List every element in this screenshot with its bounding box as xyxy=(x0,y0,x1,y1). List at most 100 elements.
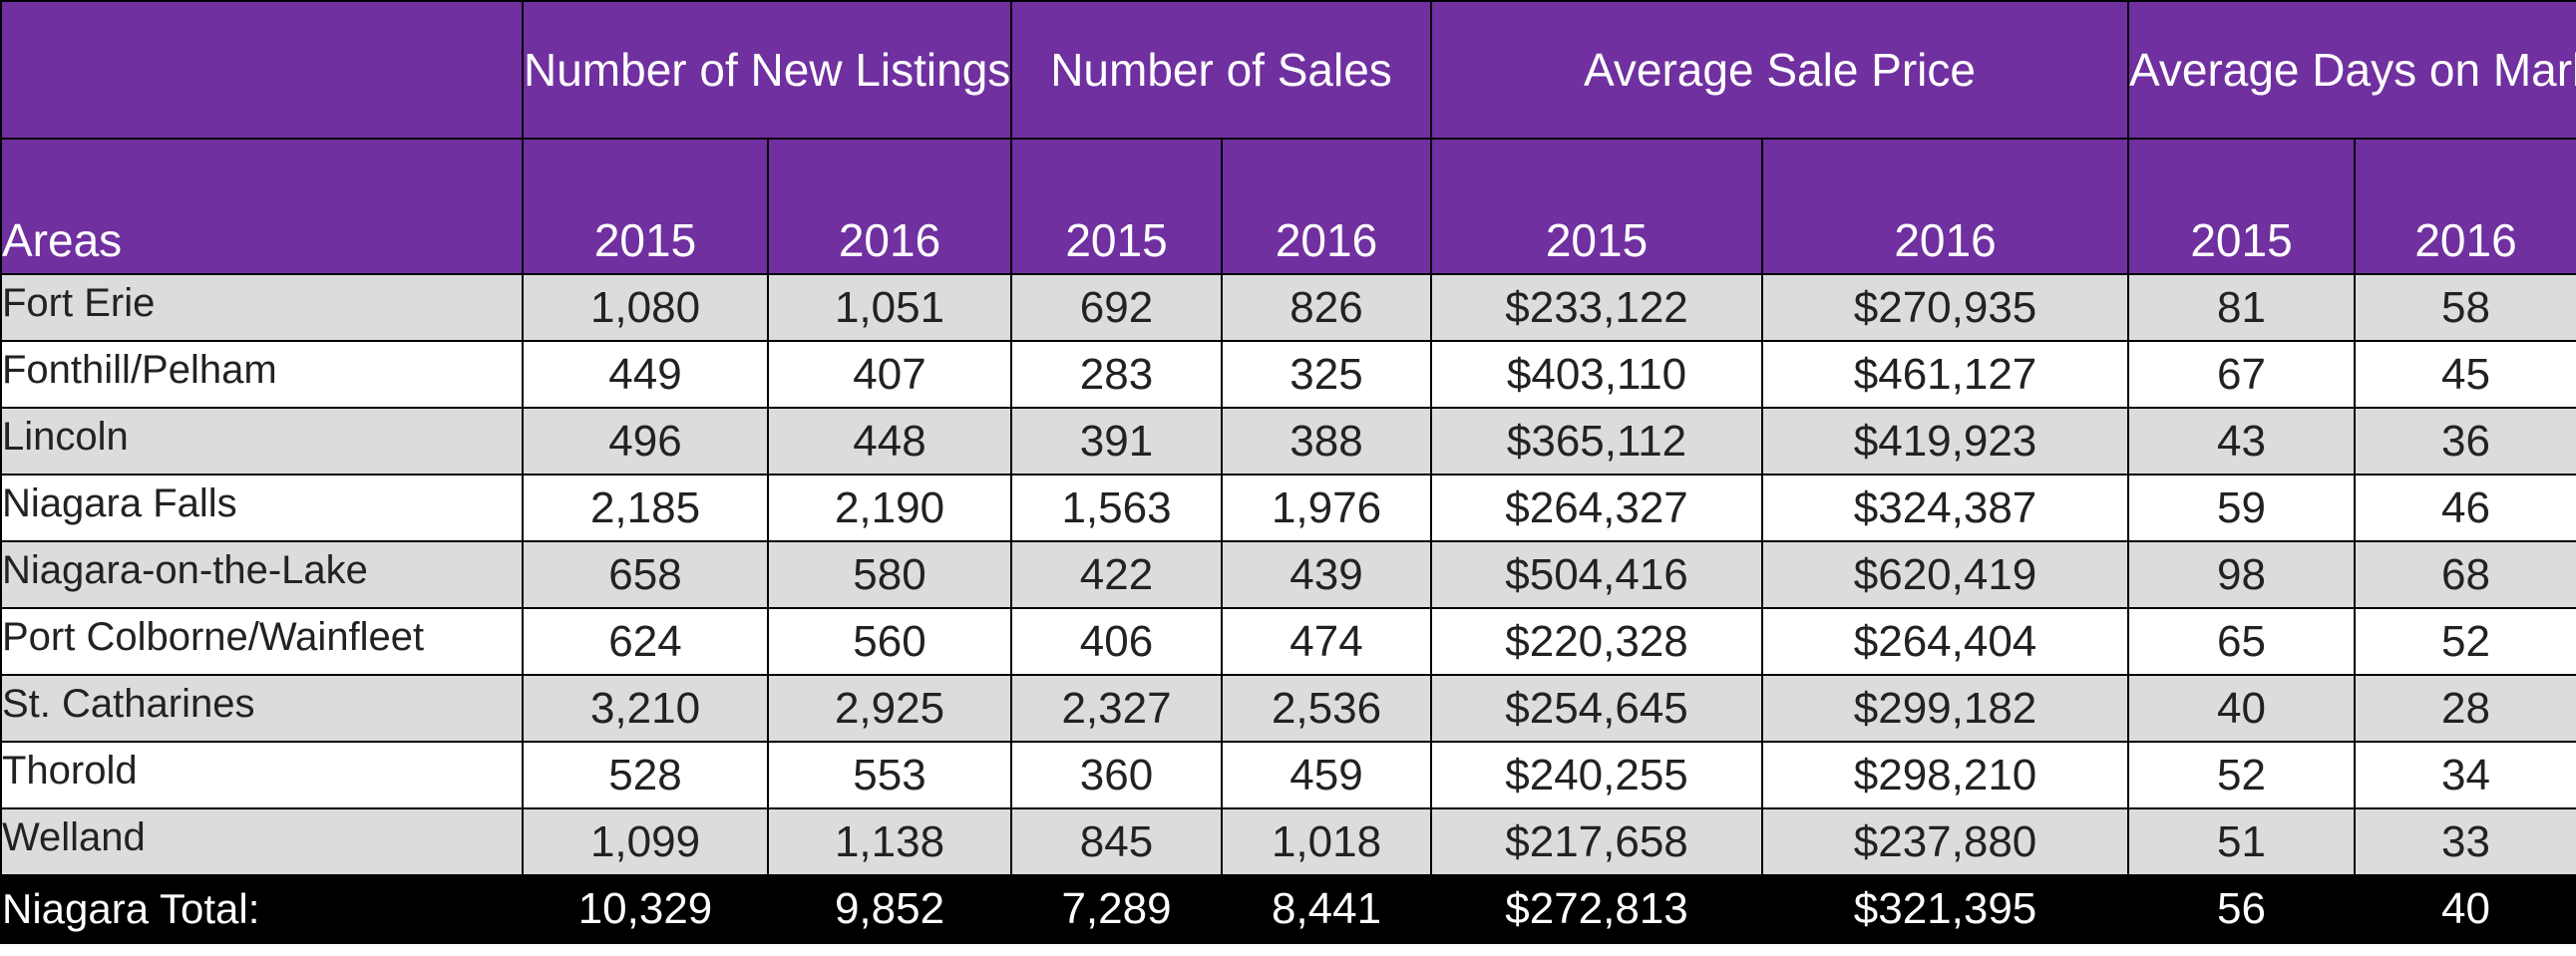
total-value-cell: 56 xyxy=(2127,874,2357,944)
value-cell: $403,110 xyxy=(1430,340,1764,409)
value-cell: 845 xyxy=(1010,807,1223,876)
header-year: 2015 xyxy=(2127,138,2357,275)
value-cell: 474 xyxy=(1220,607,1433,676)
value-cell: 388 xyxy=(1220,407,1433,476)
area-name-cell: Niagara Falls xyxy=(0,474,524,542)
header-blank-cell xyxy=(0,0,524,140)
table-row: Lincoln 496 448 391 388 $365,112 $419,923 43 36 xyxy=(0,407,2576,476)
header-group-row: Number of New Listings Number of Sales A… xyxy=(0,0,2576,140)
area-name-cell: Fort Erie xyxy=(0,273,524,342)
value-cell: $461,127 xyxy=(1761,340,2130,409)
value-cell: 2,185 xyxy=(522,474,769,542)
value-cell: $233,122 xyxy=(1430,273,1764,342)
value-cell: $270,935 xyxy=(1761,273,2130,342)
total-value-cell: 9,852 xyxy=(767,874,1012,944)
table-row: Fort Erie 1,080 1,051 692 826 $233,122 $270,93… xyxy=(0,273,2576,342)
value-cell: 3,210 xyxy=(522,674,769,743)
header-year: 2015 xyxy=(1430,138,1764,275)
value-cell: 459 xyxy=(1220,741,1433,809)
value-cell: 34 xyxy=(2354,741,2576,809)
table-row: St. Catharines 3,210 2,925 2,327 2,536 $254,6… xyxy=(0,674,2576,743)
value-cell: $620,419 xyxy=(1761,540,2130,609)
value-cell: 33 xyxy=(2354,807,2576,876)
value-cell: 28 xyxy=(2354,674,2576,743)
value-cell: 36 xyxy=(2354,407,2576,476)
value-cell: 496 xyxy=(522,407,769,476)
table-row: Fonthill/Pelham 449 407 283 325 $403,110 $461,… xyxy=(0,340,2576,409)
value-cell: 528 xyxy=(522,741,769,809)
value-cell: 422 xyxy=(1010,540,1223,609)
value-cell: $299,182 xyxy=(1761,674,2130,743)
value-cell: 46 xyxy=(2354,474,2576,542)
total-value-cell: $321,395 xyxy=(1761,874,2130,944)
total-row: Niagara Total: 10,329 9,852 7,289 8,441 $272,… xyxy=(0,874,2576,944)
table-row: Thorold 528 553 360 459 $240,255 $298,210 52 34 xyxy=(0,741,2576,809)
table-row: Niagara Falls 2,185 2,190 1,563 1,976 $264,32… xyxy=(0,474,2576,542)
total-label-cell: Niagara Total: xyxy=(0,874,524,944)
value-cell: 98 xyxy=(2127,540,2357,609)
value-cell: 43 xyxy=(2127,407,2357,476)
value-cell: 1,018 xyxy=(1220,807,1433,876)
value-cell: $365,112 xyxy=(1430,407,1764,476)
value-cell: 826 xyxy=(1220,273,1433,342)
value-cell: 51 xyxy=(2127,807,2357,876)
value-cell: 1,099 xyxy=(522,807,769,876)
header-avg-days: Average Days on Market xyxy=(2127,0,2576,140)
header-year-row: Areas 2015 2016 2015 2016 2015 2016 2015… xyxy=(0,138,2576,275)
value-cell: 40 xyxy=(2127,674,2357,743)
value-cell: 1,563 xyxy=(1010,474,1223,542)
total-value-cell: 8,441 xyxy=(1220,874,1433,944)
value-cell: 58 xyxy=(2354,273,2576,342)
total-value-cell: 10,329 xyxy=(522,874,769,944)
value-cell: $240,255 xyxy=(1430,741,1764,809)
table-row: Port Colborne/Wainfleet 624 560 406 474 $220,… xyxy=(0,607,2576,676)
value-cell: 449 xyxy=(522,340,769,409)
table-body: Fort Erie 1,080 1,051 692 826 $233,122 $270,93… xyxy=(0,273,2576,944)
value-cell: $298,210 xyxy=(1761,741,2130,809)
value-cell: 45 xyxy=(2354,340,2576,409)
area-name-cell: Port Colborne/Wainfleet xyxy=(0,607,524,676)
header-sales: Number of Sales xyxy=(1009,0,1433,140)
value-cell: 406 xyxy=(1010,607,1223,676)
header-year: 2016 xyxy=(1220,138,1433,275)
value-cell: 580 xyxy=(767,540,1012,609)
value-cell: 52 xyxy=(2354,607,2576,676)
header-new-listings: Number of New Listings xyxy=(522,0,1012,140)
area-name-cell: St. Catharines xyxy=(0,674,524,743)
value-cell: 52 xyxy=(2127,741,2357,809)
value-cell: $217,658 xyxy=(1430,807,1764,876)
value-cell: 68 xyxy=(2354,540,2576,609)
value-cell: 560 xyxy=(767,607,1012,676)
area-name-cell: Lincoln xyxy=(0,407,524,476)
value-cell: 65 xyxy=(2127,607,2357,676)
value-cell: $254,645 xyxy=(1430,674,1764,743)
value-cell: $237,880 xyxy=(1761,807,2130,876)
table-row: Niagara-on-the-Lake 658 580 422 439 $504,416 $… xyxy=(0,540,2576,609)
value-cell: $264,404 xyxy=(1761,607,2130,676)
value-cell: $264,327 xyxy=(1430,474,1764,542)
value-cell: 2,925 xyxy=(767,674,1012,743)
value-cell: $220,328 xyxy=(1430,607,1764,676)
value-cell: 2,327 xyxy=(1010,674,1223,743)
value-cell: 658 xyxy=(522,540,769,609)
header-areas: Areas xyxy=(0,138,524,275)
value-cell: 407 xyxy=(767,340,1012,409)
value-cell: 1,976 xyxy=(1220,474,1433,542)
value-cell: 553 xyxy=(767,741,1012,809)
area-name-cell: Thorold xyxy=(0,741,524,809)
area-name-cell: Niagara-on-the-Lake xyxy=(0,540,524,609)
value-cell: 59 xyxy=(2127,474,2357,542)
total-value-cell: 7,289 xyxy=(1010,874,1223,944)
header-year: 2016 xyxy=(1761,138,2130,275)
value-cell: 391 xyxy=(1010,407,1223,476)
value-cell: 448 xyxy=(767,407,1012,476)
value-cell: 1,080 xyxy=(522,273,769,342)
value-cell: 360 xyxy=(1010,741,1223,809)
value-cell: 2,536 xyxy=(1220,674,1433,743)
header-year: 2016 xyxy=(767,138,1012,275)
value-cell: 439 xyxy=(1220,540,1433,609)
value-cell: 325 xyxy=(1220,340,1433,409)
header-year: 2016 xyxy=(2354,138,2576,275)
value-cell: 1,051 xyxy=(767,273,1012,342)
